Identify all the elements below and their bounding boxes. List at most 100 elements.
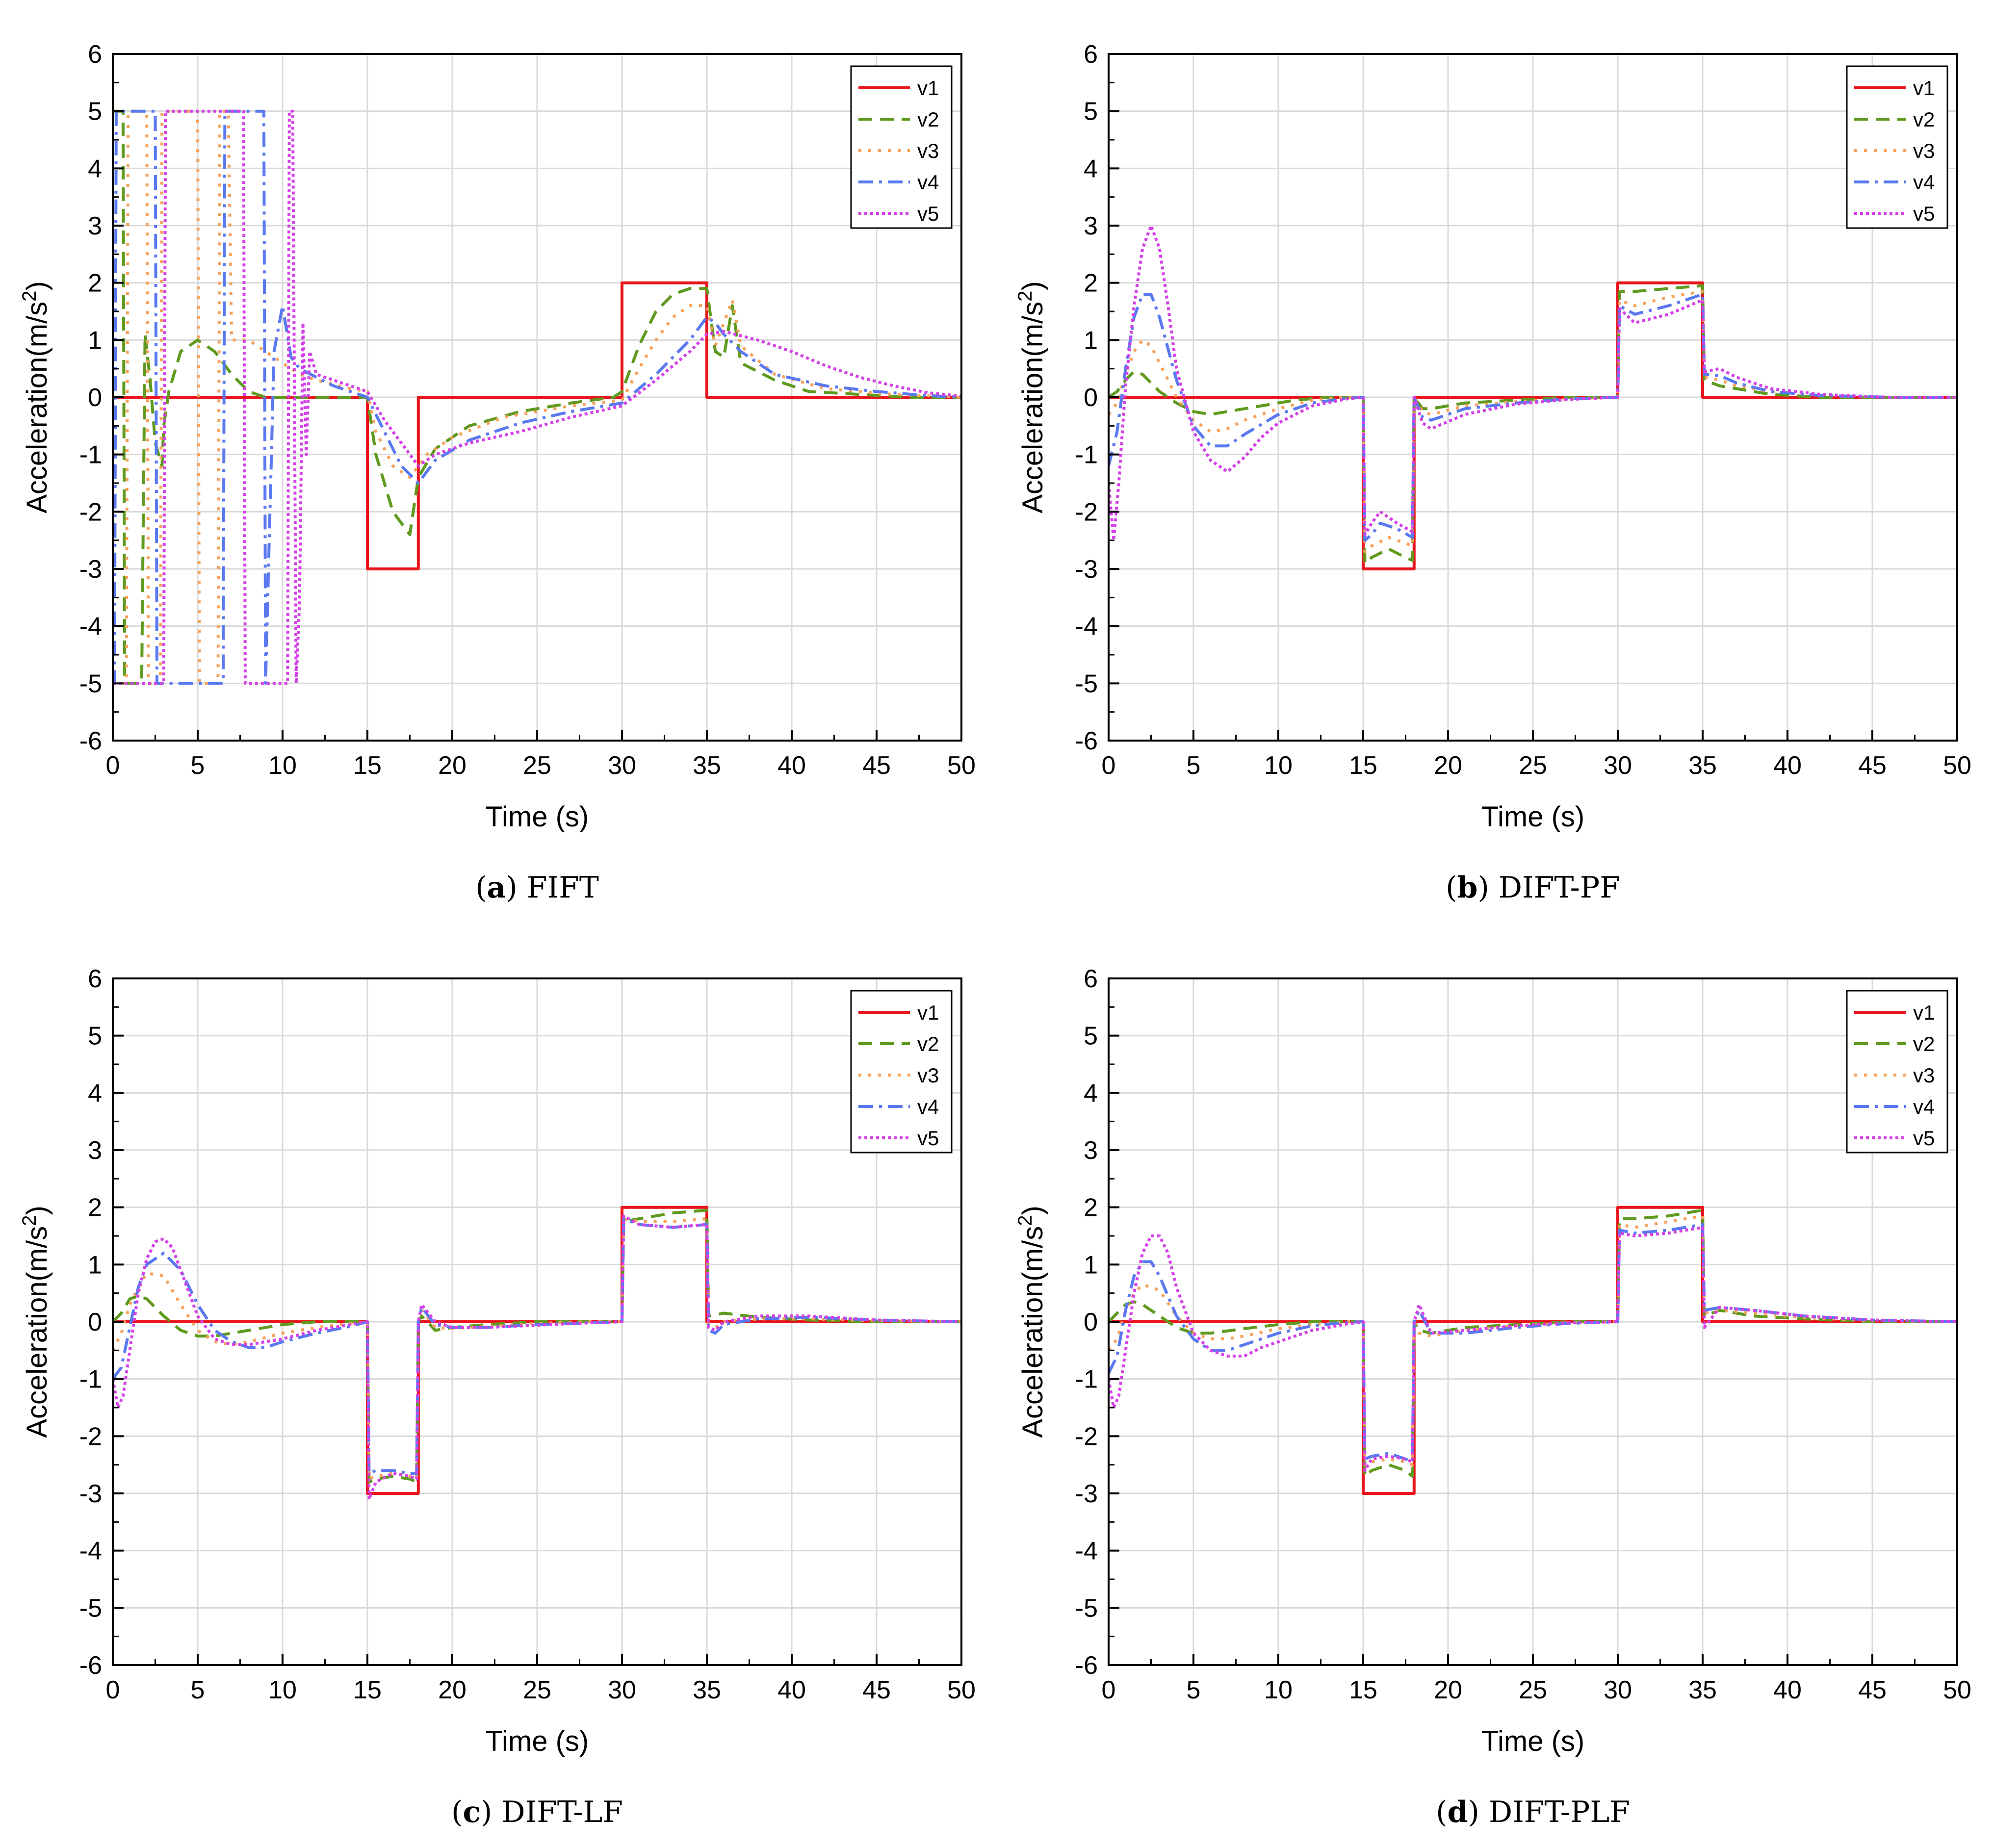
x-tick-label: 0 — [1102, 751, 1116, 780]
x-tick-label: 25 — [523, 1676, 551, 1704]
x-tick-label: 10 — [268, 751, 297, 780]
legend-label-v3: v3 — [917, 1064, 939, 1087]
y-tick-label: -2 — [79, 1422, 102, 1451]
x-tick-label: 5 — [1187, 751, 1201, 780]
y-axis-title-base: Acceleration(m/s — [21, 302, 53, 513]
x-tick-label: 5 — [191, 1676, 205, 1704]
series-line-v5 — [113, 109, 961, 685]
x-tick-label: 15 — [353, 751, 382, 780]
legend-box — [1846, 990, 1948, 1154]
x-tick-label: 45 — [1858, 1676, 1887, 1704]
legend-box — [1846, 65, 1948, 229]
y-tick-label: -1 — [1075, 441, 1098, 469]
y-tick-label: 0 — [1084, 1308, 1098, 1336]
x-tick-label: 50 — [947, 1676, 976, 1704]
series-line-v5 — [1109, 1226, 1957, 1472]
x-tick-label: 10 — [1264, 751, 1293, 780]
y-axis-title-sup: 2 — [19, 291, 40, 302]
y-axis-title: Acceleration(m/s2) — [1014, 281, 1049, 513]
series-line-v2 — [1109, 284, 1957, 565]
y-axis-title-rest: ) — [1017, 1206, 1049, 1215]
y-tick-label: 6 — [88, 40, 102, 69]
y-tick-label: -3 — [1075, 555, 1098, 584]
x-axis-title: Time (s) — [1481, 801, 1584, 833]
series-group — [1109, 224, 1957, 570]
y-tick-label: 6 — [1084, 965, 1098, 993]
x-tick-label: 15 — [1349, 751, 1377, 780]
x-tick-label: 5 — [191, 751, 205, 780]
y-tick-label: 1 — [88, 326, 102, 355]
caption-paren-close: ) DIFT-PF — [1477, 871, 1620, 905]
y-tick-label: 2 — [88, 269, 102, 298]
x-tick-label: 20 — [1434, 751, 1462, 780]
x-tick-label: 40 — [777, 751, 806, 780]
series-line-v3 — [113, 109, 961, 685]
x-tick-label: 10 — [1264, 1676, 1293, 1704]
x-tick-label: 10 — [268, 1676, 297, 1704]
x-tick-label: 20 — [1434, 1676, 1462, 1704]
caption-paren-open: ( — [475, 871, 487, 905]
y-axis-title-sup: 2 — [19, 1215, 40, 1226]
y-tick-label: -1 — [79, 441, 102, 469]
series-group — [1109, 1206, 1957, 1495]
caption-letter: d — [1448, 1795, 1468, 1829]
legend-label-v1: v1 — [917, 77, 939, 100]
y-tick-label: 1 — [1084, 1251, 1098, 1279]
x-tick-label: 20 — [438, 1676, 466, 1704]
y-tick-label: 5 — [88, 1022, 102, 1051]
y-tick-label: -3 — [79, 555, 102, 584]
x-tick-label: 30 — [608, 1676, 636, 1704]
y-tick-label: 3 — [88, 212, 102, 240]
y-tick-label: 0 — [88, 384, 102, 412]
y-tick-label: 6 — [88, 965, 102, 993]
legend-label-v5: v5 — [917, 1127, 939, 1150]
y-tick-label: 0 — [1084, 384, 1098, 412]
x-tick-label: 45 — [862, 751, 891, 780]
y-tick-label: 3 — [1084, 212, 1098, 240]
x-tick-label: 0 — [106, 751, 120, 780]
x-tick-label: 20 — [438, 751, 466, 780]
y-tick-label: -6 — [79, 727, 102, 755]
caption-paren-close: ) DIFT-LF — [481, 1795, 623, 1829]
x-tick-label: 50 — [1943, 1676, 1971, 1704]
series-line-v1 — [113, 281, 961, 570]
y-tick-label: 3 — [88, 1136, 102, 1165]
legend-box — [850, 990, 953, 1154]
series-line-v4 — [1109, 1223, 1957, 1463]
x-tick-label: 25 — [1519, 751, 1547, 780]
subplot-caption: (d) DIFT-PLF — [1436, 1795, 1630, 1829]
x-axis-title: Time (s) — [486, 801, 589, 833]
legend-label-v4: v4 — [1913, 171, 1935, 194]
series-line-v4 — [113, 1217, 961, 1475]
y-tick-label: -2 — [1075, 1422, 1098, 1451]
y-tick-label: 4 — [1084, 154, 1098, 183]
y-tick-label: -1 — [79, 1365, 102, 1394]
y-tick-label: 1 — [1084, 326, 1098, 355]
series-line-v4 — [1109, 293, 1957, 542]
x-tick-label: 35 — [1688, 751, 1717, 780]
y-tick-label: -2 — [79, 498, 102, 526]
y-axis-title-rest: ) — [1017, 281, 1049, 290]
y-tick-label: 5 — [1084, 1022, 1098, 1051]
y-tick-label: 4 — [88, 154, 102, 183]
legend-label-v4: v4 — [917, 1095, 939, 1118]
x-tick-label: 50 — [1943, 751, 1971, 780]
x-axis-title: Time (s) — [1481, 1725, 1584, 1757]
y-axis-title-base: Acceleration(m/s — [21, 1226, 53, 1438]
caption-paren-close: ) DIFT-PLF — [1468, 1795, 1630, 1829]
y-tick-label: -5 — [1075, 1594, 1098, 1622]
x-tick-label: 30 — [608, 751, 636, 780]
subplot-c: 0 5 10 15 20 25 30 35 40 45 50-6-5-4-3-2-10123456T… — [19, 965, 976, 1829]
x-tick-label: 30 — [1604, 1676, 1632, 1704]
y-tick-label: 3 — [1084, 1136, 1098, 1165]
y-axis-title-rest: ) — [21, 1206, 53, 1215]
y-tick-label: -1 — [1075, 1365, 1098, 1394]
legend-label-v3: v3 — [1913, 1064, 1935, 1087]
y-tick-label: 5 — [88, 98, 102, 126]
x-tick-label: 0 — [1102, 1676, 1116, 1704]
legend-label-v4: v4 — [1913, 1095, 1935, 1118]
caption-letter: b — [1457, 871, 1477, 905]
x-tick-label: 0 — [106, 1676, 120, 1704]
caption-paren-close: ) FIFT — [506, 871, 598, 905]
